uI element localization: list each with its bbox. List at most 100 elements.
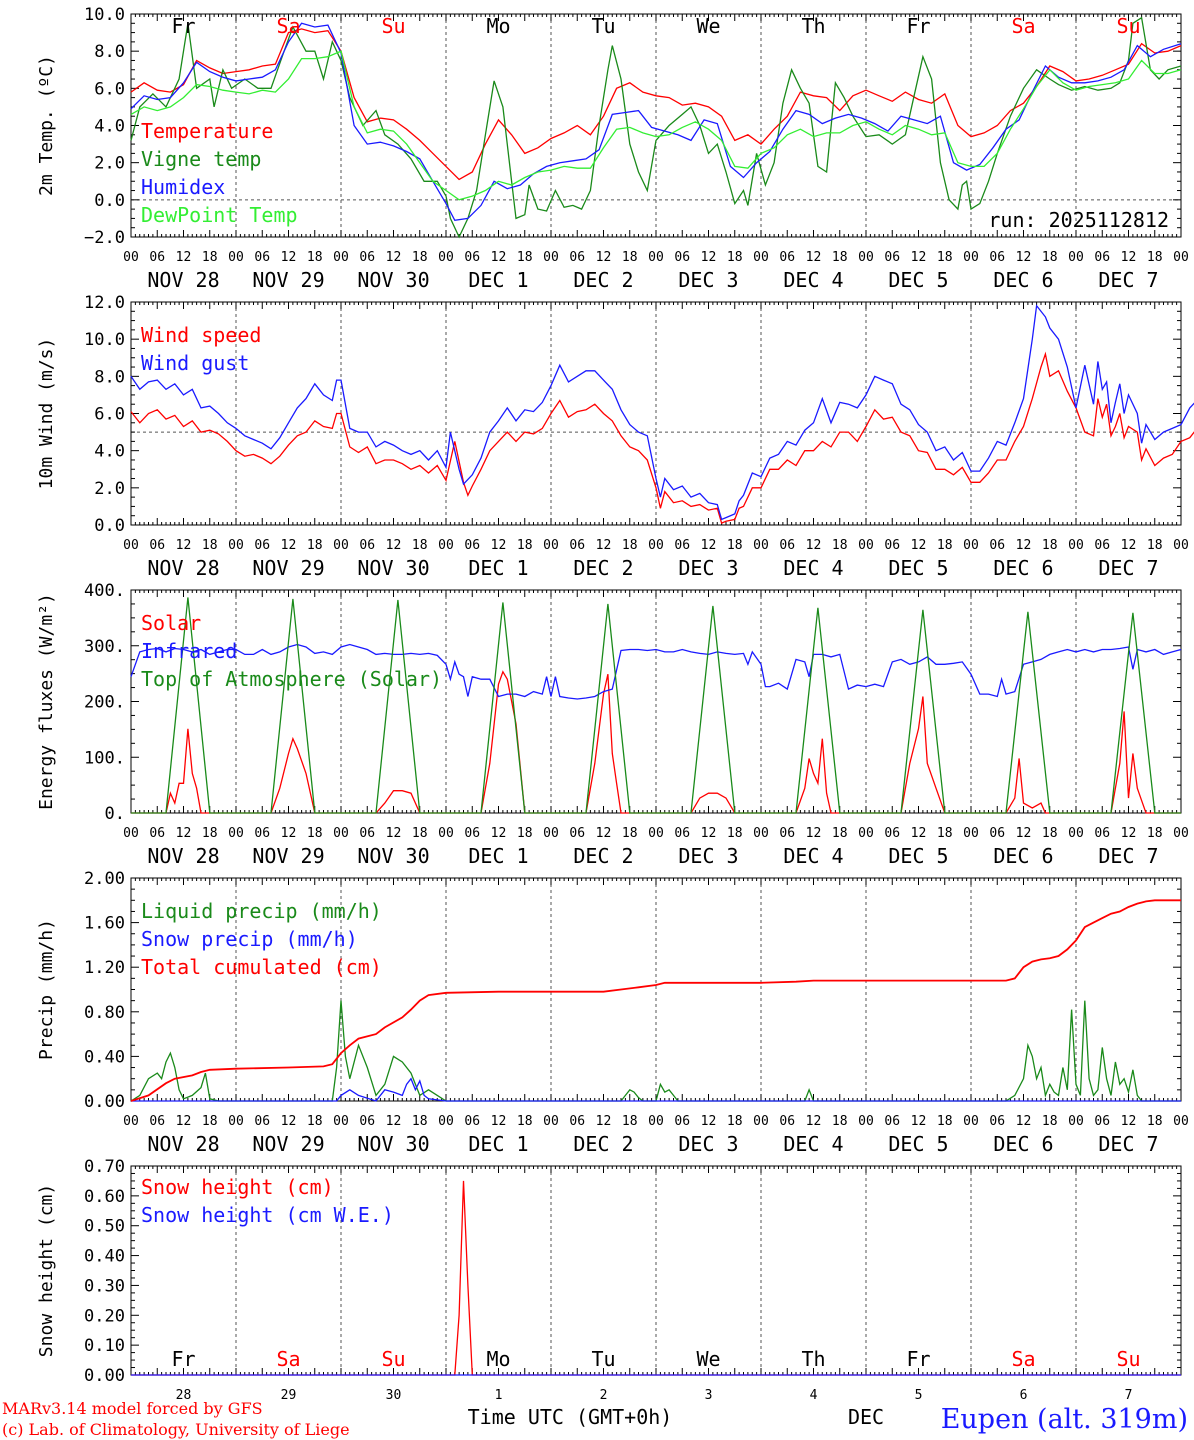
day-number-label: 30 — [386, 1388, 402, 1403]
y-tick-label: 0.40 — [84, 1247, 125, 1267]
hour-label: 06 — [884, 826, 900, 841]
hour-label: 06 — [464, 1114, 480, 1129]
hour-label: 06 — [989, 1114, 1005, 1129]
hour-label: 12 — [281, 1114, 297, 1129]
y-tick-label: 0.30 — [84, 1276, 125, 1296]
weekday-label: Tu — [591, 1347, 615, 1371]
hour-label: 12 — [281, 538, 297, 553]
hour-label: 12 — [1016, 538, 1032, 553]
weekday-label: Mo — [486, 14, 510, 38]
hour-label: 00 — [648, 538, 664, 553]
hour-label: 06 — [674, 826, 690, 841]
hour-label: 18 — [307, 826, 323, 841]
date-label: DEC 3 — [678, 844, 738, 868]
series-line-humidex — [130, 22, 1182, 222]
y-axis-label: 10m Wind (m/s) — [36, 338, 57, 490]
weekday-label: Fr — [906, 1347, 930, 1371]
hour-label: 00 — [543, 538, 559, 553]
hour-label: 18 — [727, 1114, 743, 1129]
month-label: DEC — [848, 1405, 884, 1429]
y-tick-label: 0.10 — [84, 1336, 125, 1356]
legend-entry: Snow height (cm W.E.) — [141, 1203, 394, 1227]
hour-label: 00 — [963, 1114, 979, 1129]
hour-label: 18 — [1042, 826, 1058, 841]
legend-entry: Snow precip (mm/h) — [141, 927, 358, 951]
date-label: DEC 2 — [573, 1132, 633, 1156]
date-label: DEC 3 — [678, 1132, 738, 1156]
y-tick-label: 100. — [84, 748, 125, 768]
hour-label: 00 — [753, 538, 769, 553]
date-label: DEC 5 — [888, 268, 948, 292]
hour-label: 00 — [963, 826, 979, 841]
hour-label: 06 — [674, 538, 690, 553]
date-label: DEC 4 — [783, 556, 843, 580]
y-tick-label: 0.00 — [84, 1366, 125, 1386]
y-tick-label: 300. — [84, 637, 125, 657]
date-label: DEC 7 — [1098, 1132, 1158, 1156]
date-label: DEC 4 — [783, 268, 843, 292]
hour-label: 12 — [596, 826, 612, 841]
y-tick-label: 0.40 — [84, 1047, 125, 1067]
hour-label: 12 — [491, 826, 507, 841]
hour-label: 00 — [858, 1114, 874, 1129]
hour-label: 00 — [858, 826, 874, 841]
date-label: DEC 1 — [468, 268, 528, 292]
hour-label: 00 — [438, 1114, 454, 1129]
date-label: NOV 30 — [357, 556, 429, 580]
hour-label: 12 — [176, 1114, 192, 1129]
hour-label: 00 — [858, 538, 874, 553]
legend-entry: Snow height (cm) — [141, 1175, 334, 1199]
legend-entry: Temperature — [141, 119, 273, 143]
hour-label: 00 — [1068, 250, 1084, 265]
hour-label: 00 — [123, 1114, 139, 1129]
hour-label: 00 — [753, 1114, 769, 1129]
hour-label: 18 — [832, 250, 848, 265]
hour-label: 12 — [1016, 826, 1032, 841]
date-label: NOV 29 — [252, 556, 324, 580]
hour-label: 12 — [1121, 1114, 1137, 1129]
series-line-vigne-temp — [130, 16, 1182, 239]
hour-label: 00 — [228, 1114, 244, 1129]
hour-label: 06 — [779, 250, 795, 265]
hour-label: 12 — [596, 250, 612, 265]
hour-label: 12 — [386, 538, 402, 553]
hour-label: 06 — [149, 1114, 165, 1129]
hour-label: 12 — [806, 250, 822, 265]
hour-label: 12 — [911, 250, 927, 265]
lab-credit: (c) Lab. of Climatology, University of L… — [2, 1420, 350, 1439]
date-label: NOV 30 — [357, 1132, 429, 1156]
weekday-label: Fr — [171, 14, 195, 38]
hour-label: 06 — [254, 250, 270, 265]
date-label: DEC 6 — [993, 1132, 1053, 1156]
hour-label: 18 — [202, 1114, 218, 1129]
hour-label: 00 — [438, 826, 454, 841]
date-label: DEC 1 — [468, 1132, 528, 1156]
hour-label: 12 — [911, 538, 927, 553]
hour-label: 00 — [123, 538, 139, 553]
y-tick-label: 4.0 — [94, 442, 125, 462]
y-tick-label: 0.70 — [84, 1157, 125, 1177]
date-label: DEC 6 — [993, 844, 1053, 868]
hour-label: 18 — [1042, 538, 1058, 553]
panel-snow: 0.70 0.60 0.50 0.40 0.30 0.20 0.10 0.00 Snow hei… — [36, 1157, 1182, 1386]
hour-label: 00 — [1173, 826, 1189, 841]
date-label: DEC 2 — [573, 268, 633, 292]
weekday-label: Th — [801, 14, 825, 38]
hour-label: 00 — [438, 250, 454, 265]
hour-label: 12 — [491, 1114, 507, 1129]
hour-label: 06 — [149, 250, 165, 265]
weekday-label: Fr — [171, 1347, 195, 1371]
y-tick-label: 0. — [105, 804, 125, 824]
date-label: DEC 6 — [993, 556, 1053, 580]
hour-label: 12 — [701, 538, 717, 553]
hour-label: 18 — [202, 826, 218, 841]
hour-label: 06 — [569, 250, 585, 265]
hour-label: 00 — [123, 250, 139, 265]
panel-temp: 10.0 8.0 6.0 4.0 2.0 0.0 −2.0 2m Temp. (ºC) 00 06… — [36, 5, 1189, 292]
hour-label: 06 — [779, 538, 795, 553]
plot-frame — [130, 301, 1182, 526]
hour-label: 06 — [254, 538, 270, 553]
y-tick-label: 1.60 — [84, 914, 125, 934]
weekday-label: Sa — [1011, 1347, 1035, 1371]
hour-label: 06 — [359, 1114, 375, 1129]
